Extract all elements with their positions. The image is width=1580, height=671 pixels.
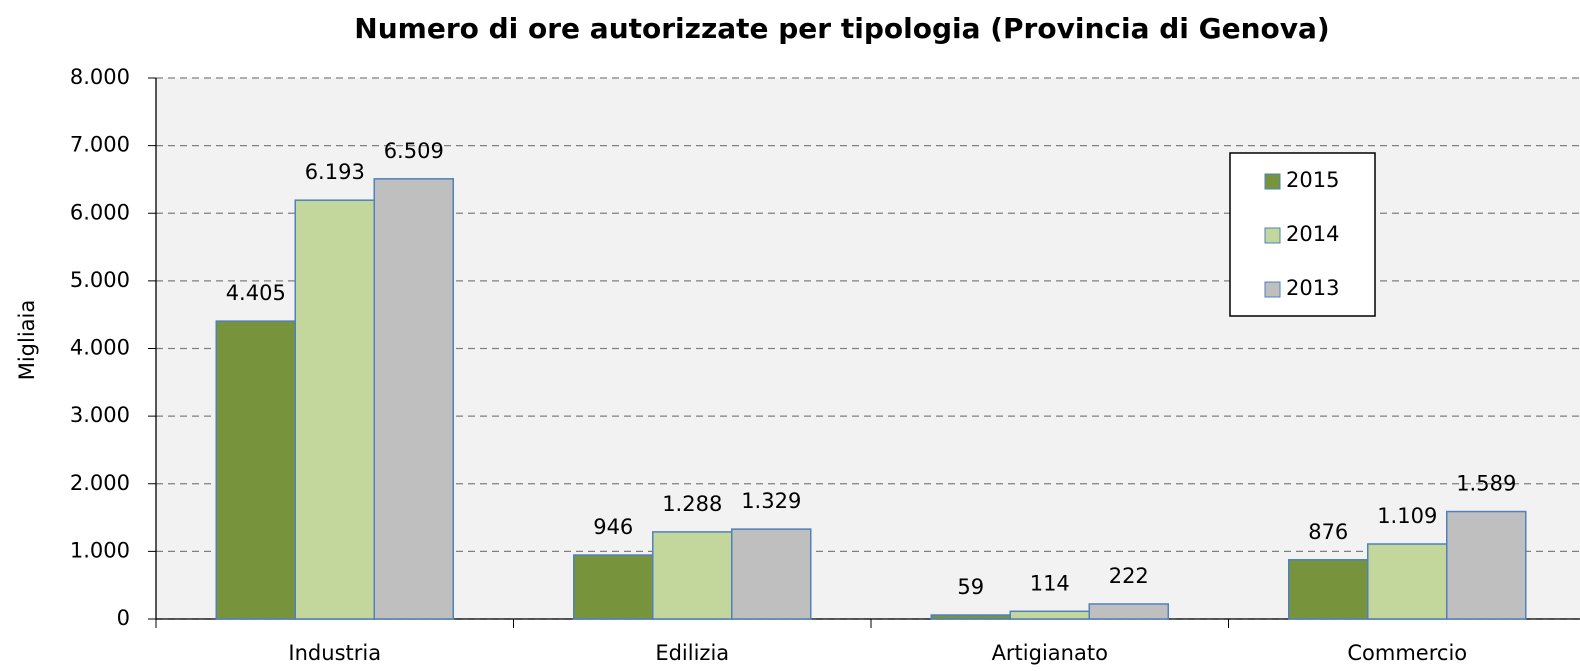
bar (215, 320, 296, 620)
legend-label: 2013 (1286, 276, 1339, 300)
data-label: 1.288 (662, 492, 722, 516)
chart-title: Numero di ore autorizzate per tipologia … (354, 12, 1329, 45)
y-tick-label: 0 (117, 606, 130, 630)
data-label: 876 (1308, 520, 1348, 544)
legend-swatch (1264, 227, 1281, 244)
bar (1009, 610, 1090, 620)
bar (294, 199, 375, 620)
y-tick-label: 5.000 (70, 268, 130, 292)
legend-swatch (1264, 281, 1281, 298)
y-tick-label: 1.000 (70, 538, 130, 562)
bar (1446, 510, 1527, 620)
legend-label: 2014 (1286, 222, 1339, 246)
legend-swatch (1264, 173, 1281, 190)
data-label: 59 (957, 575, 984, 599)
data-label: 114 (1030, 571, 1070, 595)
x-tick-label: Industria (288, 641, 381, 665)
data-label: 1.109 (1377, 504, 1437, 528)
data-label: 1.589 (1456, 472, 1516, 496)
y-tick-label: 2.000 (70, 471, 130, 495)
data-label: 946 (593, 515, 633, 539)
data-label: 6.509 (384, 139, 444, 163)
x-tick-label: Artigianato (992, 641, 1108, 665)
y-tick-label: 6.000 (70, 200, 130, 224)
bar (1088, 603, 1169, 620)
y-axis-label: Migliaia (15, 300, 39, 381)
y-tick-label: 7.000 (70, 133, 130, 157)
x-tick-label: Commercio (1347, 641, 1467, 665)
data-label: 4.405 (226, 281, 286, 305)
bar (373, 178, 454, 620)
legend (1229, 152, 1376, 317)
bar (1288, 559, 1369, 620)
x-tick-label: Edilizia (655, 641, 729, 665)
bar (573, 554, 654, 620)
y-tick-label: 3.000 (70, 403, 130, 427)
data-label: 6.193 (305, 160, 365, 184)
data-label: 1.329 (741, 489, 801, 513)
bar (652, 531, 733, 620)
data-label: 222 (1109, 564, 1149, 588)
bar (731, 528, 812, 620)
y-tick-label: 4.000 (70, 336, 130, 360)
bar (930, 614, 1011, 620)
y-tick-label: 8.000 (70, 65, 130, 89)
legend-label: 2015 (1286, 168, 1339, 192)
bar (1367, 543, 1448, 620)
